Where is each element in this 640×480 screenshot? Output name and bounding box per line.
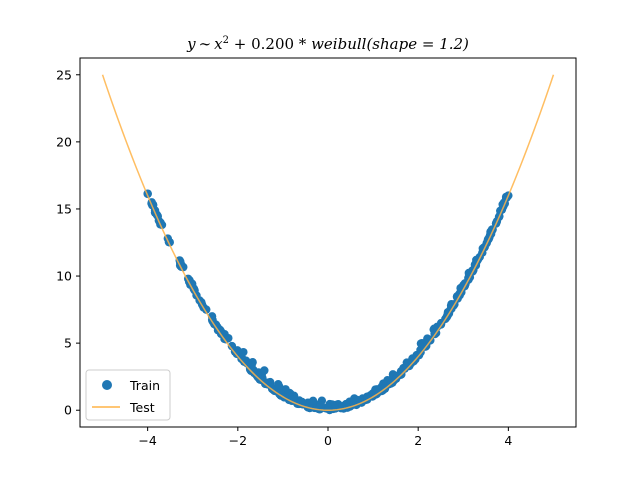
y-tick-label: 15: [56, 201, 72, 216]
title-tilde: ∼: [199, 35, 212, 53]
train-point: [253, 371, 262, 380]
train-point: [417, 339, 427, 348]
train-point: [262, 379, 271, 388]
train-point: [239, 347, 248, 357]
train-point: [227, 341, 237, 351]
title-fn: weibull: [311, 35, 367, 53]
x-tick-label: −4: [138, 433, 156, 448]
train-point: [288, 395, 297, 405]
y-tick-label: 5: [64, 336, 72, 351]
x-tick-label: 0: [324, 433, 332, 448]
chart-title: y ∼ x2 + 0.200 * weibull(shape = 1.2): [186, 35, 469, 53]
y-tick-label: 20: [56, 134, 72, 149]
y-axis: 0 5 10 15 20 25: [56, 67, 80, 418]
y-tick-label: 0: [64, 403, 72, 418]
test-series-overlay: [101, 74, 555, 411]
x-tick-label: 2: [414, 433, 422, 448]
train-point: [423, 334, 432, 343]
train-point: [297, 397, 307, 407]
legend-test-label: Test: [129, 400, 155, 415]
title-lhs: y: [186, 35, 196, 53]
title-arg: (shape = 1.2): [366, 35, 469, 53]
train-point: [402, 362, 411, 371]
title-rest: + 0.200 *: [229, 35, 311, 53]
x-tick-label: −2: [229, 433, 247, 448]
train-point: [274, 380, 283, 389]
title-exp: 2: [223, 35, 229, 46]
train-point: [224, 333, 233, 343]
train-point: [459, 280, 468, 290]
legend-train-marker: [102, 380, 112, 390]
legend-train-label: Train: [129, 378, 160, 393]
y-tick-label: 25: [56, 67, 72, 82]
plot-area: [101, 74, 555, 415]
train-point: [437, 318, 446, 328]
train-point: [260, 366, 269, 375]
x-axis: −4 −2 0 2 4: [138, 427, 512, 448]
title-var: x: [214, 35, 223, 53]
x-tick-label: 4: [504, 433, 512, 448]
train-point: [373, 386, 382, 395]
y-tick-label: 10: [56, 269, 72, 284]
legend: Train Test: [85, 369, 171, 421]
test-line: [101, 74, 555, 411]
train-point: [308, 396, 318, 406]
train-point: [213, 322, 222, 332]
train-point: [316, 401, 326, 410]
